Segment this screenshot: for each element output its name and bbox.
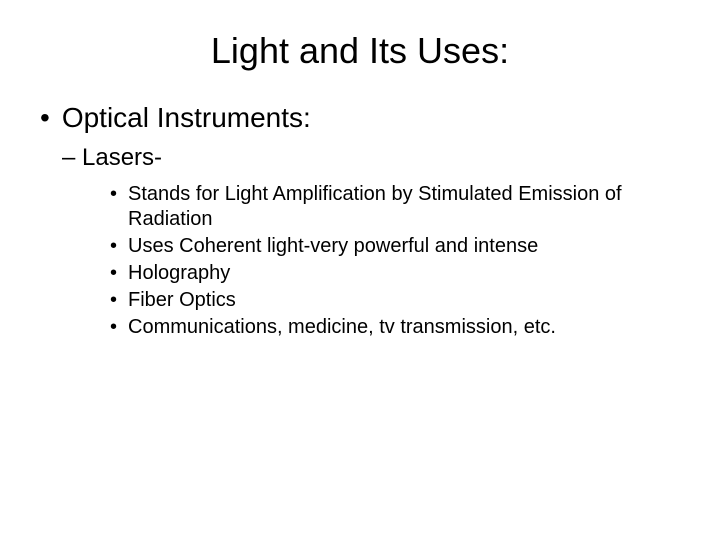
list-item-level2: – Lasers- — [62, 144, 680, 172]
list-item: Holography — [110, 261, 680, 286]
bullet-list-level3: Stands for Light Amplification by Stimul… — [110, 182, 680, 340]
slide-title: Light and Its Uses: — [40, 30, 680, 72]
list-item: Optical Instruments: — [40, 102, 680, 134]
list-item: Uses Coherent light-very powerful and in… — [110, 234, 680, 259]
list-item: Stands for Light Amplification by Stimul… — [110, 182, 680, 232]
slide: Light and Its Uses: Optical Instruments:… — [0, 0, 720, 540]
list-item: Fiber Optics — [110, 288, 680, 313]
bullet-list-level1: Optical Instruments: — [40, 102, 680, 134]
list-item: Communications, medicine, tv transmissio… — [110, 315, 680, 340]
